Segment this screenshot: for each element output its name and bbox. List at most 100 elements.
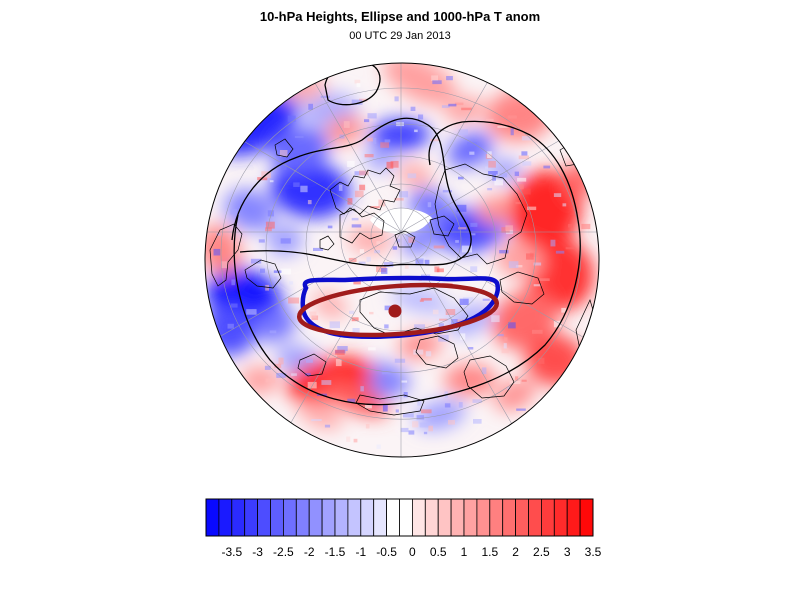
anomaly-speckle-cell	[412, 421, 419, 428]
anomaly-speckle-cell	[430, 138, 440, 142]
anomaly-speckle-cell	[293, 182, 300, 187]
anomaly-speckle-cell	[561, 307, 567, 313]
anomaly-speckle-cell	[522, 188, 531, 195]
anomaly-speckle-cell	[503, 343, 507, 349]
anomaly-speckle-cell	[309, 311, 317, 318]
anomaly-speckle-cell	[567, 224, 573, 228]
anomaly-speckle-cell	[507, 386, 511, 390]
anomaly-speckle-cell	[404, 264, 409, 269]
anomaly-speckle-cell	[419, 422, 430, 428]
anomaly-speckle-cell	[376, 444, 381, 449]
anomaly-speckle-cell	[258, 239, 265, 243]
anomaly-speckle-cell	[367, 113, 377, 119]
height-contour-arctic	[231, 117, 472, 267]
anomaly-speckle-cell	[444, 403, 451, 408]
anomaly-speckle-cell	[509, 380, 521, 384]
anomaly-speckle-cell	[514, 171, 519, 176]
anomaly-speckle-cell	[408, 430, 415, 435]
anomaly-speckle-cell	[515, 265, 523, 268]
colorbar-box	[308, 498, 323, 537]
anomaly-speckle-cell	[359, 170, 369, 176]
anomaly-speckle-cell	[423, 431, 428, 435]
anomaly-speckle-cell	[374, 250, 381, 254]
anomaly-speckle-cell	[360, 299, 366, 302]
anomaly-speckle-cell	[494, 179, 503, 186]
anomaly-speckle-cell	[439, 318, 448, 321]
anomaly-speckle-cell	[505, 225, 513, 231]
anomaly-speckle-cell	[351, 99, 363, 105]
anomaly-speckle-cell	[458, 402, 463, 408]
polar-map	[204, 62, 600, 458]
anomaly-speckle-cell	[508, 261, 519, 269]
anomaly-speckle-cell	[521, 379, 527, 382]
anomaly-speckle-cell	[278, 357, 284, 365]
anomaly-speckle-cell	[327, 354, 338, 358]
colorbar-box	[566, 498, 581, 537]
colorbar-boxes	[205, 498, 594, 537]
anomaly-speckle-cell	[488, 171, 498, 175]
anomaly-speckle-cell	[461, 107, 472, 111]
colorbar-box	[411, 498, 426, 537]
anomaly-speckle-cell	[364, 119, 370, 123]
anomaly-speckle-cell	[276, 373, 287, 377]
anomaly-speckle-cell	[289, 281, 294, 285]
anomaly-speckle-cell	[392, 246, 398, 250]
anomaly-speckle-cell	[335, 349, 345, 355]
anomaly-speckle-cell	[413, 349, 424, 355]
anomaly-speckle-cell	[418, 256, 426, 260]
colorbar-tick-label: 1.5	[481, 545, 498, 559]
anomaly-speckle-cell	[419, 299, 424, 302]
anomaly-speckle-cell	[521, 136, 532, 141]
anomaly-speckle-cell	[488, 160, 496, 168]
anomaly-speckle-cell	[354, 190, 364, 198]
anomaly-speckle-cell	[230, 303, 238, 308]
anomaly-speckle-cell	[407, 173, 417, 179]
colorbar-box	[360, 498, 375, 537]
anomaly-speckle-cell	[458, 227, 467, 230]
anomaly-speckle-cell	[356, 82, 361, 88]
anomaly-speckle-cell	[485, 118, 494, 121]
colorbar-tick-label: -3	[252, 545, 263, 559]
anomaly-speckle-cell	[359, 249, 365, 254]
meridian-line	[270, 231, 402, 457]
colorbar-box	[399, 498, 413, 537]
anomaly-speckle-cell	[414, 129, 418, 133]
anomaly-speckle-cell	[307, 381, 317, 389]
colorbar-tick-label: 3.5	[585, 545, 602, 559]
anomaly-speckle-cell	[408, 236, 415, 243]
map-subtitle: 00 UTC 29 Jan 2013	[349, 30, 451, 42]
anomaly-speckle-cell	[358, 261, 366, 264]
anomaly-speckle-cell	[417, 399, 422, 406]
anomaly-speckle-cell	[460, 333, 466, 340]
anomaly-speckle-cell	[428, 425, 433, 432]
anomaly-blob	[348, 225, 392, 255]
colorbar-box	[424, 498, 439, 537]
anomaly-speckle-cell	[459, 298, 469, 305]
anomaly-speckle-cell	[376, 241, 381, 245]
anomaly-speckle-cell	[553, 193, 562, 197]
anomaly-speckle-cell	[432, 309, 439, 315]
anomaly-speckle-cell	[360, 386, 364, 392]
colorbar-box	[450, 498, 465, 537]
anomaly-speckle-cell	[359, 184, 366, 191]
anomaly-speckle-cell	[446, 76, 453, 81]
anomaly-speckle-cell	[308, 103, 313, 110]
anomaly-speckle-cell	[492, 174, 496, 181]
anomaly-speckle-cell	[216, 232, 221, 236]
colorbar-box	[541, 498, 555, 537]
map-title: 10-hPa Heights, Ellipse and 1000-hPa T a…	[259, 9, 541, 24]
anomaly-speckle-cell	[501, 348, 509, 354]
anomaly-speckle-cell	[321, 380, 332, 385]
anomaly-speckle-cell	[555, 250, 565, 254]
anomaly-blob	[494, 379, 536, 411]
anomaly-speckle-cell	[366, 256, 371, 263]
anomaly-speckle-cell	[305, 373, 311, 376]
colorbar-box	[295, 498, 310, 537]
anomaly-speckle-cell	[421, 409, 432, 414]
anomaly-speckle-cell	[451, 319, 458, 326]
anomaly-speckle-cell	[458, 176, 464, 180]
anomaly-speckle-cell	[553, 320, 562, 328]
anomaly-speckle-cell	[351, 317, 359, 322]
anomaly-speckle-cell	[280, 238, 291, 244]
